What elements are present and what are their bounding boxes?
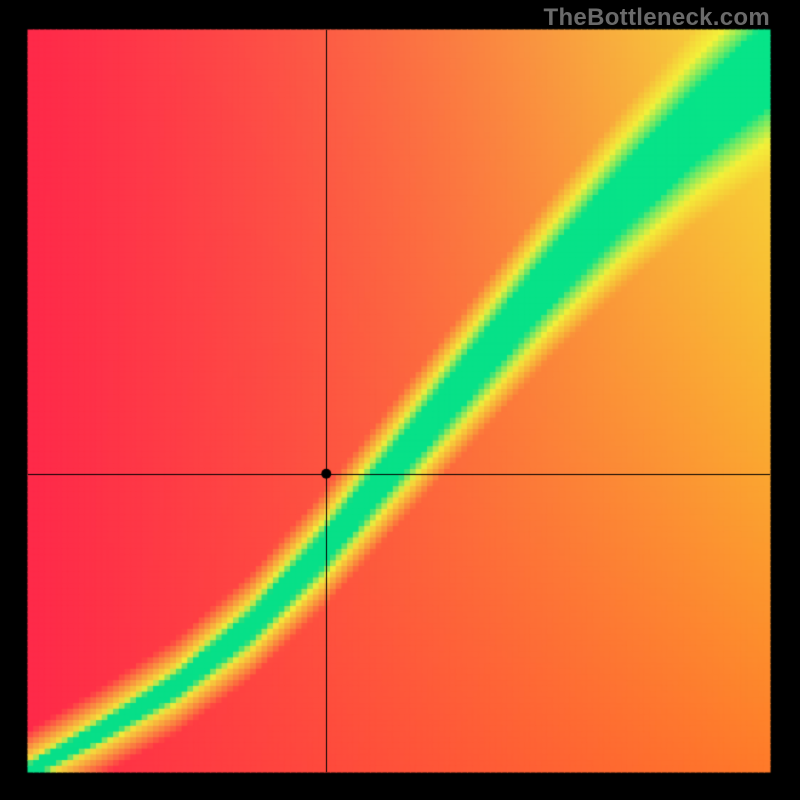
watermark-text: TheBottleneck.com [544,4,770,32]
chart-container: TheBottleneck.com [0,0,800,800]
bottleneck-heatmap [0,0,800,800]
